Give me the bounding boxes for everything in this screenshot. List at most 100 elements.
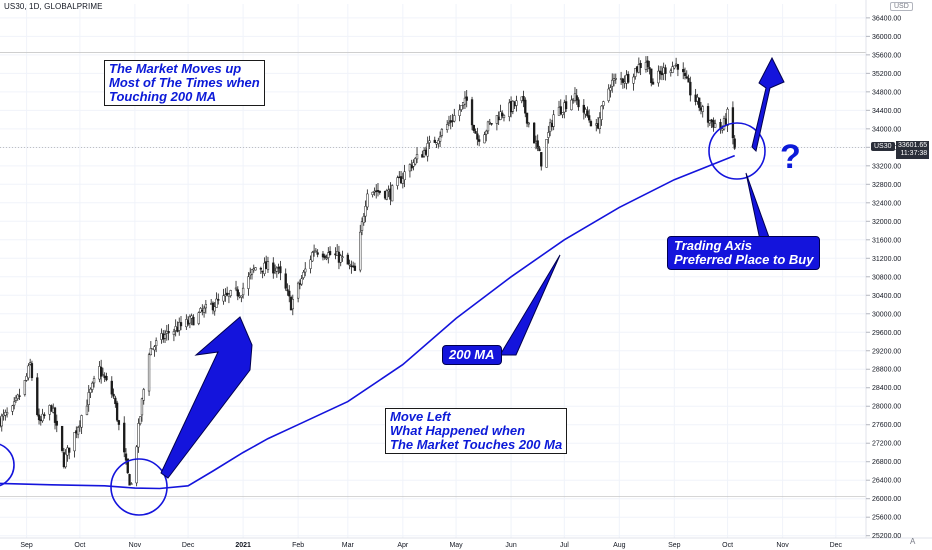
y-tick-label: 31200.00	[872, 256, 901, 263]
time-axis	[0, 538, 932, 550]
candle-up	[701, 106, 704, 112]
y-tick-label: 27200.00	[872, 441, 901, 448]
candle-up	[721, 128, 724, 131]
candle-down	[588, 115, 591, 121]
countdown: 11:37:38	[900, 150, 928, 157]
candle-down	[378, 190, 381, 193]
candle-down	[192, 316, 195, 326]
candle-down	[474, 131, 477, 134]
candle-up	[197, 312, 200, 324]
candle-up	[341, 256, 344, 258]
candle-up	[188, 316, 192, 324]
candle-up	[545, 139, 548, 168]
candle-up	[611, 79, 614, 87]
candle-down	[540, 152, 543, 167]
candle-up	[607, 88, 610, 101]
candle-up	[25, 375, 28, 381]
candle-down	[689, 81, 692, 96]
candle-up	[204, 304, 208, 309]
candle-up	[391, 185, 394, 202]
candle-up	[632, 76, 635, 84]
candle-down	[533, 122, 536, 144]
candle-up	[80, 415, 83, 428]
candle-down	[536, 140, 539, 149]
candle-up	[23, 380, 26, 395]
candle-up	[314, 250, 318, 253]
price-tag: US30	[871, 142, 895, 151]
currency-badge[interactable]: USD	[890, 2, 913, 11]
y-tick-label: 26800.00	[872, 459, 901, 466]
candle-down	[664, 67, 667, 74]
candle-up	[403, 171, 406, 180]
candle-down	[575, 95, 578, 101]
candle-up	[73, 432, 76, 452]
note-bottom: Move Left What Happened when The Market …	[385, 408, 568, 454]
candle-down	[346, 254, 349, 265]
candle-down	[470, 99, 474, 126]
badge-trading-axis: Trading Axis Preferred Place to Buy	[667, 236, 821, 270]
x-tick-label: Sep	[668, 542, 681, 549]
x-tick-label: Jun	[505, 542, 516, 549]
candle-up	[458, 109, 461, 116]
candle-up	[460, 105, 463, 110]
candle-up	[87, 392, 90, 405]
candle-down	[286, 289, 289, 292]
candle-up	[41, 413, 44, 422]
candle-up	[453, 115, 456, 122]
y-tick-label: 33200.00	[872, 163, 901, 170]
y-tick-label: 25200.00	[872, 533, 901, 540]
candle-down	[522, 95, 525, 102]
price-axis	[866, 0, 932, 538]
circle-nov	[110, 458, 168, 516]
reference-lines	[0, 52, 866, 497]
candle-down	[128, 474, 131, 486]
candle-up	[371, 191, 374, 195]
time-axis-ticks: Sep Oct Nov Dec 2021 Feb Mar Apr May Jun Jul Aug Sep…	[20, 542, 842, 549]
candle-up	[76, 427, 80, 435]
candle-down	[279, 266, 282, 274]
candle-up	[561, 112, 564, 116]
x-tick-label: Apr	[397, 542, 409, 549]
candle-up	[240, 295, 243, 298]
candle-down	[683, 72, 687, 76]
candle-down	[36, 377, 39, 415]
candles	[0, 56, 736, 487]
candle-up	[515, 100, 518, 106]
candle-down	[179, 322, 183, 327]
candle-down	[284, 273, 287, 289]
candle-up	[634, 68, 637, 77]
candle-up	[137, 423, 140, 448]
question-mark: ?	[780, 138, 801, 176]
candle-down	[328, 251, 332, 255]
candle-down	[733, 138, 736, 149]
candle-down	[648, 67, 651, 70]
candle-up	[250, 269, 254, 275]
candle-up	[447, 121, 451, 124]
candle-up	[140, 398, 144, 416]
candle-down	[586, 110, 589, 117]
candle-up	[309, 259, 312, 269]
candle-up	[302, 271, 305, 278]
candle-down	[288, 290, 291, 297]
x-tick-label: Sep	[20, 542, 33, 549]
candle-up	[414, 158, 417, 165]
candle-up	[92, 378, 96, 384]
y-tick-label: 28000.00	[872, 404, 901, 411]
circle-oct	[708, 122, 766, 180]
candle-up	[486, 121, 490, 132]
candle-down	[538, 148, 541, 152]
candle-down	[706, 106, 710, 123]
candle-up	[163, 334, 167, 339]
candle-up	[366, 193, 369, 208]
candle-up	[234, 287, 238, 290]
candle-up	[426, 143, 429, 157]
candle-down	[682, 69, 685, 73]
candle-up	[359, 231, 362, 271]
auto-scale-button[interactable]: A	[910, 537, 916, 546]
y-tick-label: 29200.00	[872, 348, 901, 355]
candle-up	[327, 252, 330, 258]
current-price-label: 33601.65 11:37:38	[896, 141, 930, 159]
candle-down	[589, 121, 593, 127]
arrow-nov	[160, 316, 253, 479]
candle-down	[236, 289, 239, 297]
